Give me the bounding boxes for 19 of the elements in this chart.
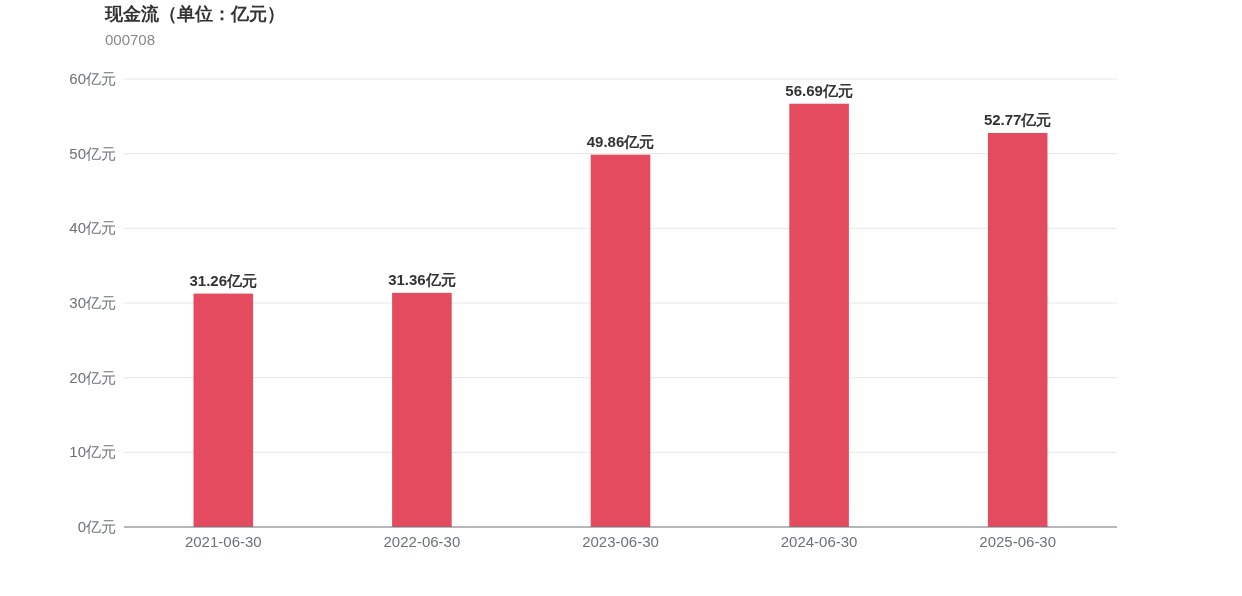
y-tick-label: 10亿元 (69, 443, 116, 461)
y-tick-label: 40亿元 (69, 219, 116, 237)
title: 现金流（单位：亿元） (105, 4, 285, 24)
y-tick-label: 60亿元 (69, 70, 116, 87)
y-tick-label: 0亿元 (77, 518, 116, 535)
x-tick-label: 2025-06-30 (979, 533, 1057, 550)
data-label: 31.36亿元 (388, 270, 456, 288)
data-label: 56.69亿元 (785, 81, 853, 99)
data-label: 52.77亿元 (983, 111, 1052, 128)
y-tick-label: 20亿元 (69, 368, 116, 386)
y-tick-label: 30亿元 (69, 294, 116, 311)
data-label: 49.86亿元 (586, 132, 655, 150)
data-label: 31.26亿元 (189, 271, 258, 289)
y-tick-label: 50亿元 (69, 144, 116, 162)
subtitle: 000708 (105, 31, 156, 48)
x-tick-label: 2023-06-30 (582, 533, 659, 550)
x-tick-label: 2022-06-30 (383, 533, 461, 550)
x-tick-label: 2021-06-30 (184, 533, 262, 550)
x-tick-label: 2024-06-30 (780, 533, 858, 550)
